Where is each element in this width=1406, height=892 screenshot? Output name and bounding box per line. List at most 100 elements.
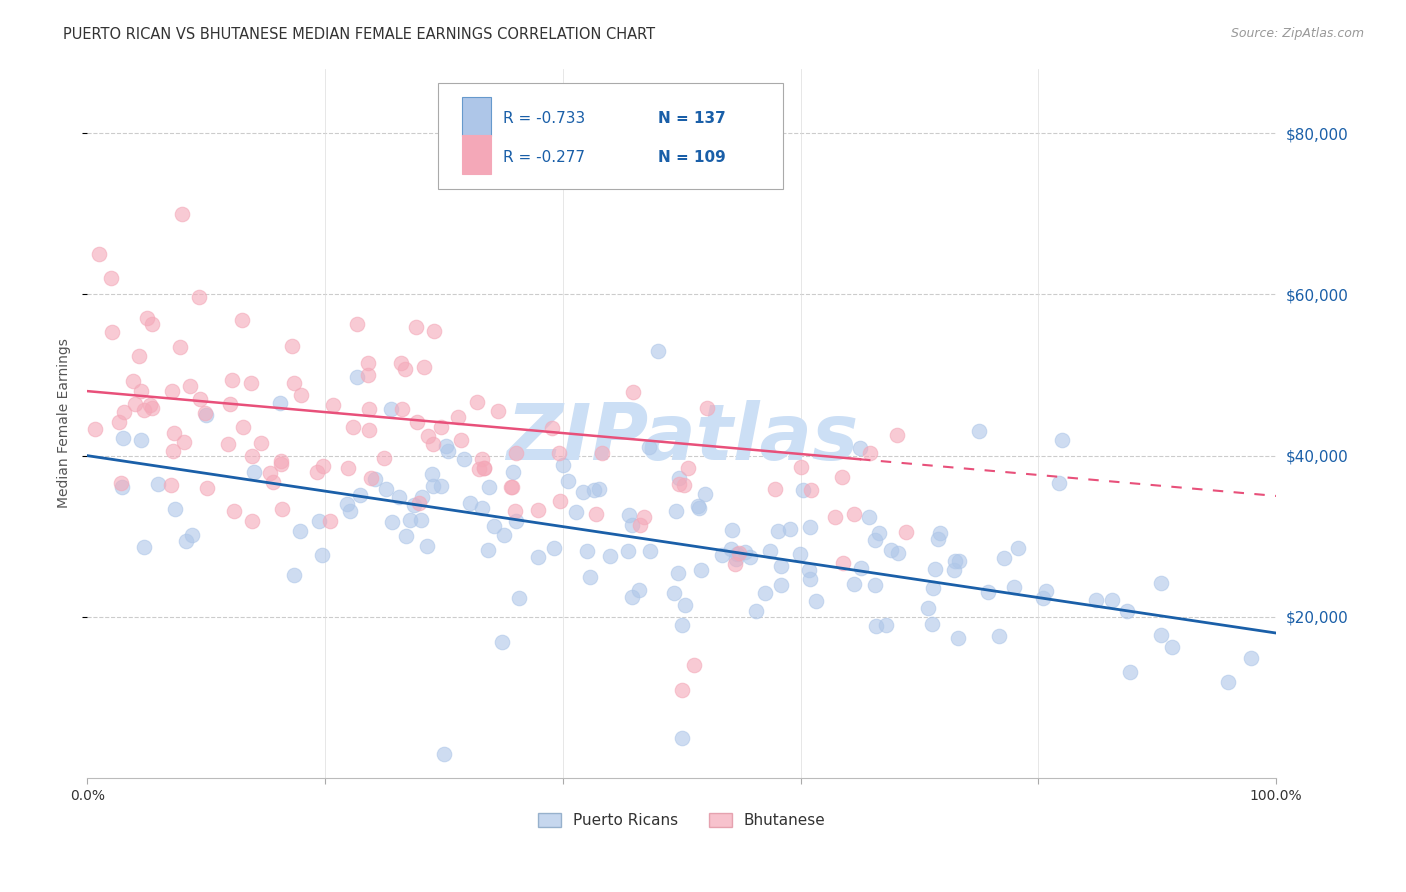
Bhutanese bbox=[319, 514, 342, 528]
Bhutanese bbox=[486, 404, 509, 418]
Puerto Ricans bbox=[946, 631, 969, 645]
Bhutanese bbox=[859, 446, 882, 460]
Bhutanese bbox=[472, 461, 495, 475]
Bhutanese bbox=[465, 395, 488, 409]
Bhutanese bbox=[194, 406, 217, 420]
Puerto Ricans bbox=[967, 425, 990, 439]
Bhutanese bbox=[789, 460, 811, 475]
Puerto Ricans bbox=[664, 586, 686, 600]
Puerto Ricans bbox=[349, 488, 371, 502]
Puerto Ricans bbox=[988, 629, 1011, 643]
Puerto Ricans bbox=[924, 562, 946, 576]
Bhutanese bbox=[239, 376, 262, 391]
Puerto Ricans bbox=[993, 550, 1015, 565]
Bhutanese bbox=[800, 483, 823, 497]
Puerto Ricans bbox=[478, 480, 501, 494]
Bhutanese bbox=[526, 503, 548, 517]
Puerto Ricans bbox=[411, 490, 433, 504]
Puerto Ricans bbox=[734, 545, 756, 559]
Puerto Ricans bbox=[336, 497, 359, 511]
Puerto Ricans bbox=[770, 577, 793, 591]
Bhutanese bbox=[389, 356, 412, 370]
Bhutanese bbox=[172, 207, 194, 221]
Puerto Ricans bbox=[880, 543, 903, 558]
Bhutanese bbox=[682, 658, 704, 673]
Bhutanese bbox=[472, 461, 495, 475]
Puerto Ricans bbox=[671, 618, 693, 632]
Puerto Ricans bbox=[673, 598, 696, 612]
Puerto Ricans bbox=[711, 549, 734, 563]
Puerto Ricans bbox=[948, 554, 970, 568]
Puerto Ricans bbox=[863, 533, 886, 548]
Bhutanese bbox=[503, 504, 526, 518]
Puerto Ricans bbox=[402, 499, 425, 513]
Puerto Ricans bbox=[557, 474, 579, 488]
Puerto Ricans bbox=[977, 585, 1000, 599]
Bhutanese bbox=[122, 374, 145, 388]
FancyBboxPatch shape bbox=[461, 135, 492, 174]
Puerto Ricans bbox=[388, 490, 411, 504]
Puerto Ricans bbox=[194, 409, 217, 423]
Bhutanese bbox=[405, 416, 427, 430]
Bhutanese bbox=[110, 475, 132, 490]
Puerto Ricans bbox=[1116, 604, 1139, 618]
Bhutanese bbox=[262, 475, 284, 489]
Bhutanese bbox=[373, 450, 395, 465]
Puerto Ricans bbox=[693, 487, 716, 501]
Bhutanese bbox=[342, 419, 364, 434]
Puerto Ricans bbox=[180, 527, 202, 541]
Puerto Ricans bbox=[789, 548, 811, 562]
Bhutanese bbox=[224, 503, 246, 517]
Puerto Ricans bbox=[621, 517, 644, 532]
Puerto Ricans bbox=[849, 561, 872, 575]
Puerto Ricans bbox=[502, 465, 524, 479]
Puerto Ricans bbox=[637, 441, 659, 455]
Puerto Ricans bbox=[134, 540, 156, 554]
Puerto Ricans bbox=[588, 482, 610, 496]
Bhutanese bbox=[501, 480, 523, 494]
Legend: Puerto Ricans, Bhutanese: Puerto Ricans, Bhutanese bbox=[531, 807, 832, 834]
Puerto Ricans bbox=[759, 543, 782, 558]
Puerto Ricans bbox=[346, 370, 368, 384]
Puerto Ricans bbox=[579, 570, 602, 584]
Bhutanese bbox=[824, 510, 846, 524]
Puerto Ricans bbox=[460, 496, 482, 510]
Bhutanese bbox=[548, 493, 571, 508]
Bhutanese bbox=[160, 477, 183, 491]
Puerto Ricans bbox=[804, 594, 827, 608]
Bhutanese bbox=[217, 436, 239, 450]
Bhutanese bbox=[112, 405, 135, 419]
Puerto Ricans bbox=[174, 533, 197, 548]
Y-axis label: Median Female Earnings: Median Female Earnings bbox=[58, 338, 72, 508]
Puerto Ricans bbox=[842, 576, 865, 591]
Bhutanese bbox=[322, 397, 344, 411]
Puerto Ricans bbox=[1007, 541, 1029, 555]
Puerto Ricans bbox=[671, 731, 693, 745]
Bhutanese bbox=[470, 452, 492, 467]
Puerto Ricans bbox=[380, 402, 402, 417]
Puerto Ricans bbox=[799, 520, 821, 534]
Bhutanese bbox=[763, 482, 786, 496]
Bhutanese bbox=[412, 360, 434, 375]
Puerto Ricans bbox=[1240, 650, 1263, 665]
Puerto Ricans bbox=[163, 502, 186, 516]
Puerto Ricans bbox=[436, 444, 458, 458]
Bhutanese bbox=[422, 324, 444, 338]
Bhutanese bbox=[195, 481, 218, 495]
Bhutanese bbox=[673, 478, 696, 492]
Bhutanese bbox=[671, 682, 693, 697]
Puerto Ricans bbox=[111, 480, 134, 494]
Puerto Ricans bbox=[858, 509, 880, 524]
Puerto Ricans bbox=[868, 525, 890, 540]
Bhutanese bbox=[141, 318, 163, 332]
Bhutanese bbox=[842, 507, 865, 521]
Bhutanese bbox=[408, 495, 430, 509]
Bhutanese bbox=[101, 325, 124, 339]
Text: PUERTO RICAN VS BHUTANESE MEDIAN FEMALE EARNINGS CORRELATION CHART: PUERTO RICAN VS BHUTANESE MEDIAN FEMALE … bbox=[63, 27, 655, 42]
Bhutanese bbox=[668, 476, 690, 491]
Puerto Ricans bbox=[146, 477, 169, 491]
Puerto Ricans bbox=[571, 485, 593, 500]
Puerto Ricans bbox=[269, 396, 291, 410]
Puerto Ricans bbox=[617, 543, 640, 558]
Puerto Ricans bbox=[422, 479, 444, 493]
